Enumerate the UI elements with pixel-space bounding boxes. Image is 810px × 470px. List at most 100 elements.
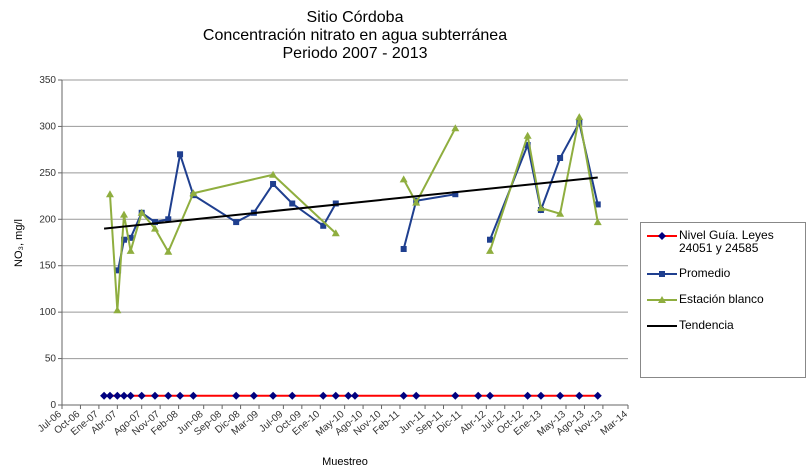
marker [150,224,159,232]
marker [115,267,122,274]
marker [557,155,564,161]
marker [269,170,278,178]
y-tick-label: 200 [39,214,56,225]
marker [536,391,545,400]
legend-swatch [647,325,677,327]
marker [331,229,340,237]
marker [126,391,135,400]
marker [486,246,495,254]
marker [658,296,666,303]
marker [120,236,127,243]
marker [151,219,158,226]
marker [269,391,278,400]
marker [658,232,666,240]
y-axis-label: NO₃, mg/l [13,219,25,267]
marker [105,391,114,400]
marker [487,236,494,243]
marker [659,271,665,277]
y-tick-label: 300 [39,121,56,132]
marker [113,391,122,400]
marker [119,210,128,218]
marker [523,131,532,139]
legend-label: Nivel Guía. Leyes 24051 y 24585 [679,228,774,255]
legend-swatch [647,232,677,240]
marker [233,219,240,226]
marker [319,391,328,400]
marker [164,391,173,400]
marker [594,201,601,208]
y-tick-label: 350 [39,75,56,86]
legend-item: Promedio [645,267,801,281]
marker [524,142,531,148]
legend-item: Estación blanco [645,293,801,307]
marker [593,218,602,226]
marker [150,391,159,400]
marker [486,391,495,400]
marker [556,209,565,217]
marker [556,391,565,400]
marker [177,151,184,158]
series-line [402,127,457,205]
marker [412,198,421,206]
marker [451,391,460,400]
x-axis-label: Muestreo [322,456,368,468]
legend-swatch [647,296,677,303]
marker [105,190,114,198]
series-line [117,153,337,271]
marker [400,246,407,252]
marker [412,391,421,400]
marker [289,200,296,207]
y-tick-label: 100 [39,307,56,318]
legend-item: Nivel Guía. Leyes 24051 y 24585 [645,229,801,255]
chart-title: Periodo 2007 - 2013 [283,45,428,62]
marker [452,191,459,198]
marker [189,189,198,197]
legend-label: Promedio [679,266,731,280]
marker [249,391,258,400]
marker [593,391,602,400]
marker [127,234,134,241]
series-line [402,193,456,250]
marker [536,204,545,212]
y-tick-label: 50 [45,354,57,365]
marker [126,246,135,254]
marker [575,391,584,400]
marker [137,391,146,400]
marker [474,391,483,400]
marker [523,391,532,400]
marker [344,391,353,400]
marker [137,208,146,216]
y-tick-label: 0 [50,400,56,411]
marker [320,222,327,229]
legend-swatch [647,271,677,277]
series-line [489,119,599,241]
marker [164,247,173,255]
legend-label: Estación blanco [679,292,764,306]
legend: Nivel Guía. Leyes 24051 y 24585 Promedio E… [640,222,806,378]
marker [100,391,109,400]
chart-title: Concentración nitrato en agua subterráne… [203,27,507,44]
marker [270,181,277,187]
series-line [108,173,337,311]
y-tick-label: 150 [39,261,56,272]
marker [119,391,128,400]
marker [288,391,297,400]
series-line [489,116,599,252]
legend-label: Tendencia [679,318,734,332]
marker [399,175,408,183]
marker [113,306,122,314]
marker [331,391,340,400]
marker [332,200,339,207]
chart-title: Sitio Córdoba [307,9,404,26]
legend-item: Tendencia [645,319,801,333]
x-tick-label: Mar-14 [599,409,631,438]
marker [189,391,198,400]
marker [399,391,408,400]
y-tick-label: 250 [39,168,56,179]
marker [165,216,172,223]
marker [575,113,584,121]
marker [350,391,359,400]
marker [232,391,241,400]
